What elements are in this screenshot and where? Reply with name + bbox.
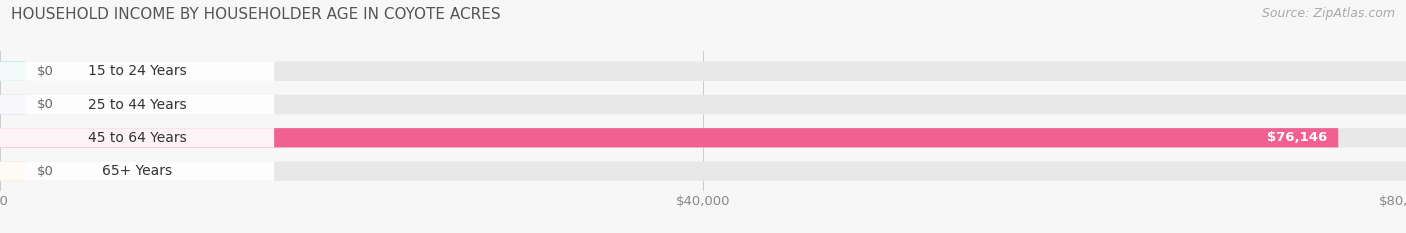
Text: $0: $0 — [37, 164, 53, 178]
Text: Source: ZipAtlas.com: Source: ZipAtlas.com — [1261, 7, 1395, 20]
Text: $76,146: $76,146 — [1267, 131, 1327, 144]
Text: 45 to 64 Years: 45 to 64 Years — [87, 131, 187, 145]
Text: HOUSEHOLD INCOME BY HOUSEHOLDER AGE IN COYOTE ACRES: HOUSEHOLD INCOME BY HOUSEHOLDER AGE IN C… — [11, 7, 501, 22]
Text: 15 to 24 Years: 15 to 24 Years — [87, 64, 187, 78]
FancyBboxPatch shape — [0, 161, 25, 181]
Text: $0: $0 — [37, 65, 53, 78]
FancyBboxPatch shape — [0, 128, 1339, 147]
FancyBboxPatch shape — [0, 161, 1406, 181]
FancyBboxPatch shape — [0, 62, 25, 81]
FancyBboxPatch shape — [0, 62, 1406, 81]
FancyBboxPatch shape — [0, 128, 274, 147]
FancyBboxPatch shape — [0, 95, 1406, 114]
Text: 25 to 44 Years: 25 to 44 Years — [87, 98, 187, 112]
Text: $0: $0 — [37, 98, 53, 111]
FancyBboxPatch shape — [0, 95, 25, 114]
FancyBboxPatch shape — [0, 128, 1406, 147]
Text: 65+ Years: 65+ Years — [103, 164, 172, 178]
FancyBboxPatch shape — [0, 161, 274, 181]
FancyBboxPatch shape — [0, 95, 274, 114]
FancyBboxPatch shape — [0, 62, 274, 81]
